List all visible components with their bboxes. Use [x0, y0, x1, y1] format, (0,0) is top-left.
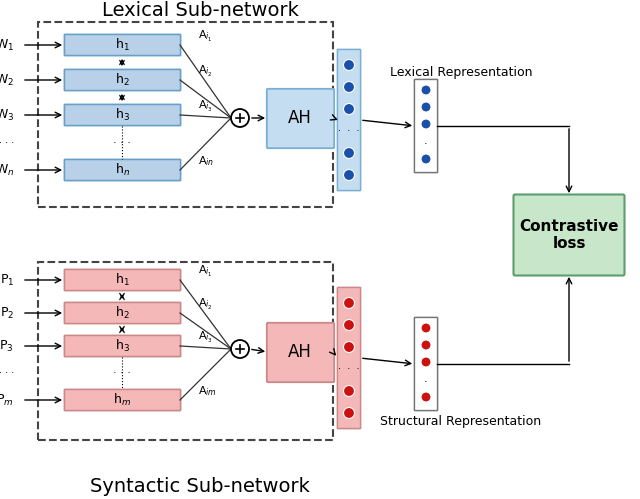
FancyBboxPatch shape [65, 34, 180, 55]
Circle shape [421, 323, 431, 333]
FancyBboxPatch shape [65, 104, 180, 126]
Circle shape [344, 103, 355, 114]
FancyBboxPatch shape [267, 323, 334, 382]
Text: A$_{in}$: A$_{in}$ [198, 154, 214, 168]
Text: Contrastive
loss: Contrastive loss [519, 219, 619, 251]
Circle shape [344, 408, 355, 419]
FancyBboxPatch shape [65, 302, 180, 323]
Text: ·: · [424, 139, 428, 149]
Text: P$_m$: P$_m$ [0, 392, 14, 408]
Text: A$_{i_1}$: A$_{i_1}$ [198, 263, 212, 278]
Circle shape [421, 392, 431, 402]
Text: Syntactic Sub-network: Syntactic Sub-network [90, 478, 310, 497]
Text: AH: AH [288, 109, 312, 127]
FancyBboxPatch shape [65, 335, 180, 357]
Text: A$_{i_3}$: A$_{i_3}$ [198, 98, 213, 114]
FancyBboxPatch shape [415, 79, 438, 173]
Text: ·  ·  ·: · · · [339, 364, 360, 374]
Text: A$_{i_2}$: A$_{i_2}$ [198, 63, 212, 78]
Text: · · ·: · · · [113, 368, 131, 378]
Text: A$_{im}$: A$_{im}$ [198, 384, 217, 398]
Circle shape [231, 340, 249, 358]
Circle shape [421, 119, 431, 129]
Circle shape [421, 154, 431, 164]
Circle shape [421, 102, 431, 112]
FancyBboxPatch shape [337, 287, 360, 429]
Circle shape [421, 85, 431, 95]
Text: Lexical Sub-network: Lexical Sub-network [102, 0, 298, 19]
Text: · · ·: · · · [0, 368, 14, 378]
Text: ·  ·  ·: · · · [339, 126, 360, 136]
Circle shape [344, 297, 355, 308]
Circle shape [421, 340, 431, 350]
Text: P$_1$: P$_1$ [0, 272, 14, 287]
FancyBboxPatch shape [513, 195, 625, 275]
Text: W$_3$: W$_3$ [0, 107, 14, 123]
Text: h$_3$: h$_3$ [115, 338, 129, 354]
Text: h$_2$: h$_2$ [115, 305, 129, 321]
FancyBboxPatch shape [65, 69, 180, 91]
Text: h$_1$: h$_1$ [115, 272, 129, 288]
Circle shape [344, 148, 355, 159]
Text: A$_{i_2}$: A$_{i_2}$ [198, 296, 212, 311]
Text: Structural Representation: Structural Representation [380, 416, 541, 429]
Text: W$_2$: W$_2$ [0, 72, 14, 87]
Text: h$_2$: h$_2$ [115, 72, 129, 88]
Text: A$_{i_1}$: A$_{i_1}$ [198, 28, 212, 43]
Text: · · ·: · · · [0, 138, 14, 148]
Text: P$_3$: P$_3$ [0, 338, 14, 354]
Text: W$_1$: W$_1$ [0, 37, 14, 52]
FancyBboxPatch shape [267, 89, 334, 148]
FancyBboxPatch shape [65, 269, 180, 290]
FancyBboxPatch shape [65, 389, 180, 411]
Text: h$_1$: h$_1$ [115, 37, 129, 53]
Circle shape [344, 386, 355, 397]
FancyBboxPatch shape [65, 159, 180, 181]
Text: h$_n$: h$_n$ [115, 162, 129, 178]
Text: · · ·: · · · [113, 138, 131, 148]
FancyBboxPatch shape [415, 317, 438, 411]
Text: AH: AH [288, 343, 312, 361]
Circle shape [344, 319, 355, 330]
Text: h$_3$: h$_3$ [115, 107, 129, 123]
FancyBboxPatch shape [337, 49, 360, 191]
Text: h$_m$: h$_m$ [113, 392, 131, 408]
Text: P$_2$: P$_2$ [0, 305, 14, 320]
Text: ·: · [424, 377, 428, 387]
Text: Lexical Representation: Lexical Representation [390, 65, 532, 78]
Circle shape [344, 170, 355, 181]
Circle shape [344, 59, 355, 70]
Circle shape [421, 357, 431, 367]
Text: A$_{i_3}$: A$_{i_3}$ [198, 329, 213, 344]
Circle shape [231, 109, 249, 127]
Circle shape [344, 341, 355, 352]
Text: W$_n$: W$_n$ [0, 163, 14, 178]
Circle shape [344, 81, 355, 92]
